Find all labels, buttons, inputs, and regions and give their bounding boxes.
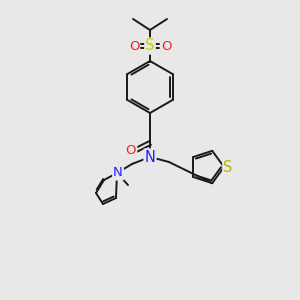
- Text: O: O: [126, 143, 136, 157]
- Text: N: N: [145, 149, 155, 164]
- Text: S: S: [223, 160, 233, 175]
- Text: O: O: [161, 40, 171, 52]
- Text: N: N: [113, 167, 123, 179]
- Text: S: S: [145, 38, 155, 53]
- Text: O: O: [129, 40, 139, 52]
